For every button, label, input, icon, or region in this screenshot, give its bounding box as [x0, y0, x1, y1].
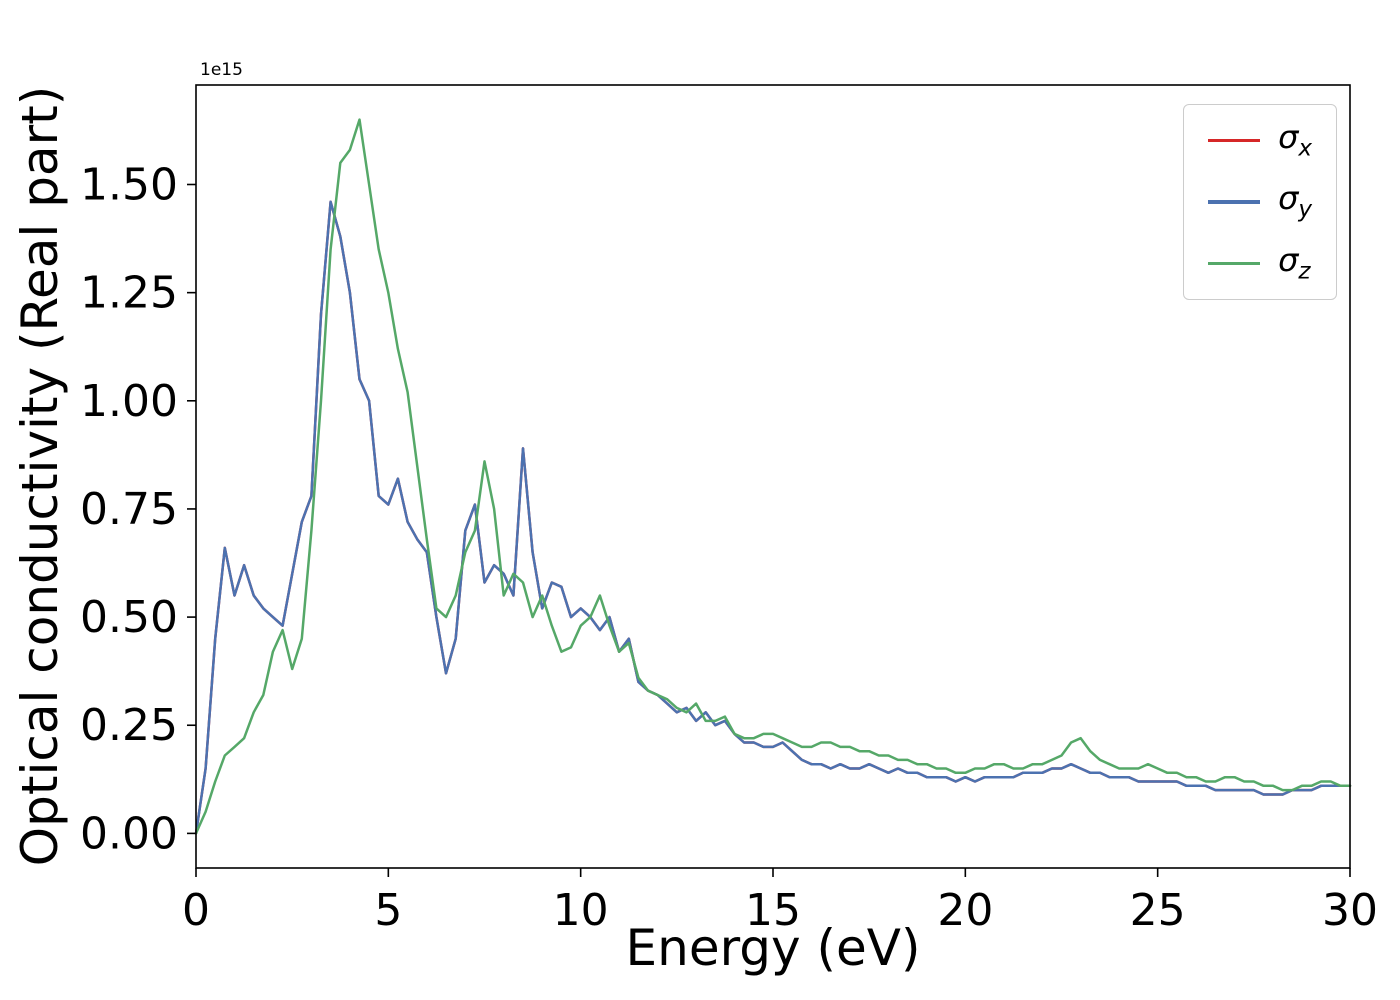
y-tick-label: 1.25 [80, 268, 178, 319]
x-tick-label: 25 [1130, 885, 1186, 936]
x-axis-label: Energy (eV) [625, 919, 921, 977]
legend-line-sigma-x [1208, 138, 1261, 143]
x-tick-label: 15 [745, 885, 801, 936]
legend-entry-sigma-z: σz [1208, 244, 1312, 283]
legend-entry-sigma-x: σx [1208, 121, 1312, 160]
legend-label-sub: y [1298, 196, 1312, 223]
y-tick-label: 1.50 [80, 159, 178, 210]
y-tick-label: 1.00 [80, 376, 178, 427]
legend-line-sigma-y [1208, 200, 1261, 204]
y-tick-label: 0.25 [80, 700, 178, 751]
legend-label-sub: z [1298, 258, 1311, 285]
legend-label-sigma-z: σz [1278, 244, 1310, 283]
legend-label-sub: x [1298, 135, 1312, 162]
y-tick-label: 0.00 [80, 808, 178, 859]
legend-label-base: σ [1278, 179, 1299, 218]
x-tick-label: 10 [553, 885, 609, 936]
y-tick-label: 0.50 [80, 592, 178, 643]
y-axis-label: Optical conductivity (Real part) [11, 85, 69, 867]
legend-label-base: σ [1278, 240, 1299, 279]
x-tick-label: 5 [374, 885, 402, 936]
x-tick-label: 30 [1322, 885, 1378, 936]
legend-label-base: σ [1278, 118, 1299, 156]
series-line-sigma_y [194, 200, 1352, 835]
legend-line-sigma-z [1208, 261, 1261, 266]
x-tick-label: 20 [937, 885, 993, 936]
series-line-sigma_x [194, 200, 1352, 835]
y-tick-label: 0.75 [80, 484, 178, 535]
legend: σx σy σz [1183, 104, 1337, 301]
legend-entry-sigma-y: σy [1208, 182, 1312, 221]
legend-label-sigma-x: σx [1278, 121, 1312, 160]
legend-label-sigma-y: σy [1278, 182, 1312, 221]
plot-frame [195, 84, 1351, 869]
x-tick-label: 0 [182, 885, 210, 936]
series-line-sigma_z [194, 118, 1352, 835]
axis-offset-text: 1e15 [200, 60, 243, 80]
